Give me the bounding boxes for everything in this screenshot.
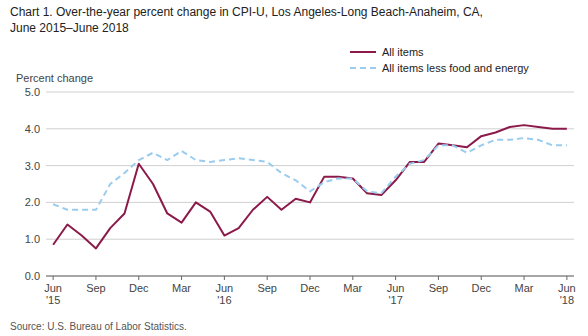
x-tick-label-line: Jun [44, 282, 62, 294]
y-tick-label: 3.0 [25, 160, 40, 172]
legend-label: All items [382, 46, 424, 58]
x-tick-label-line: Dec [300, 282, 320, 294]
subtitle: June 2015–June 2018 [10, 21, 129, 35]
x-tick [566, 276, 567, 280]
x-tick-label-line: Sep [257, 282, 277, 294]
x-tick-label: Dec [300, 282, 320, 294]
x-tick-label: Dec [129, 282, 149, 294]
x-tick-label-line: Mar [172, 282, 191, 294]
legend-label: All items less food and energy [382, 62, 529, 74]
x-tick-label-line: Jun [558, 282, 576, 294]
legend: All items All items less food and energy [350, 46, 529, 74]
x-tick [53, 276, 54, 280]
y-axis-label: Percent change [16, 72, 93, 84]
grid [46, 92, 574, 276]
x-tick-label: Sep [257, 282, 277, 294]
x-tick [352, 276, 353, 280]
legend-swatch [350, 51, 376, 53]
x-tick-label-line: '18 [560, 294, 574, 306]
x-tick [524, 276, 525, 280]
x-tick-label-line: Dec [129, 282, 149, 294]
chart: Chart 1. Over-the-year percent change in… [0, 0, 588, 336]
x-tick-label-line: Jun [216, 282, 234, 294]
x-tick [224, 276, 225, 280]
y-tick-label: 5.0 [25, 86, 40, 98]
grid-line [46, 92, 574, 93]
x-tick-label-line: Mar [515, 282, 534, 294]
x-tick-label-line: Sep [86, 282, 106, 294]
x-tick [181, 276, 182, 280]
x-tick [481, 276, 482, 280]
x-tick-label-line: Jun [387, 282, 405, 294]
x-tick-label-line: '15 [46, 294, 60, 306]
grid-line [46, 165, 574, 166]
x-tick-label: Mar [515, 282, 534, 294]
x-tick-label: Jun'17 [387, 282, 405, 306]
x-tick-label: Jun'16 [216, 282, 234, 306]
grid-line [46, 239, 574, 240]
legend-swatch [350, 67, 376, 69]
x-tick-label: Jun'18 [558, 282, 576, 306]
grid-line [46, 128, 574, 129]
x-tick-label: Sep [86, 282, 106, 294]
x-tick [438, 276, 439, 280]
x-tick [267, 276, 268, 280]
y-tick-label: 0.0 [25, 270, 40, 282]
x-tick-label-line: Sep [429, 282, 449, 294]
x-tick-label: Sep [429, 282, 449, 294]
y-tick-label: 2.0 [25, 196, 40, 208]
x-tick-label: Dec [471, 282, 491, 294]
x-tick [310, 276, 311, 280]
y-tick-label: 1.0 [25, 233, 40, 245]
series-group [53, 125, 567, 248]
source: Source: U.S. Bureau of Labor Statistics. [10, 321, 187, 332]
x-tick-label-line: Dec [471, 282, 491, 294]
x-tick-label-line: '17 [388, 294, 402, 306]
x-tick-label: Jun'15 [44, 282, 62, 306]
x-tick [138, 276, 139, 280]
title: Chart 1. Over-the-year percent change in… [10, 5, 483, 19]
series-line [53, 138, 567, 210]
x-tick-label-line: Mar [343, 282, 362, 294]
y-tick-label: 4.0 [25, 123, 40, 135]
x-tick-label-line: '16 [217, 294, 231, 306]
x-tick [95, 276, 96, 280]
series-line [53, 125, 567, 248]
x-tick [395, 276, 396, 280]
x-tick-label: Mar [343, 282, 362, 294]
x-tick-label: Mar [172, 282, 191, 294]
